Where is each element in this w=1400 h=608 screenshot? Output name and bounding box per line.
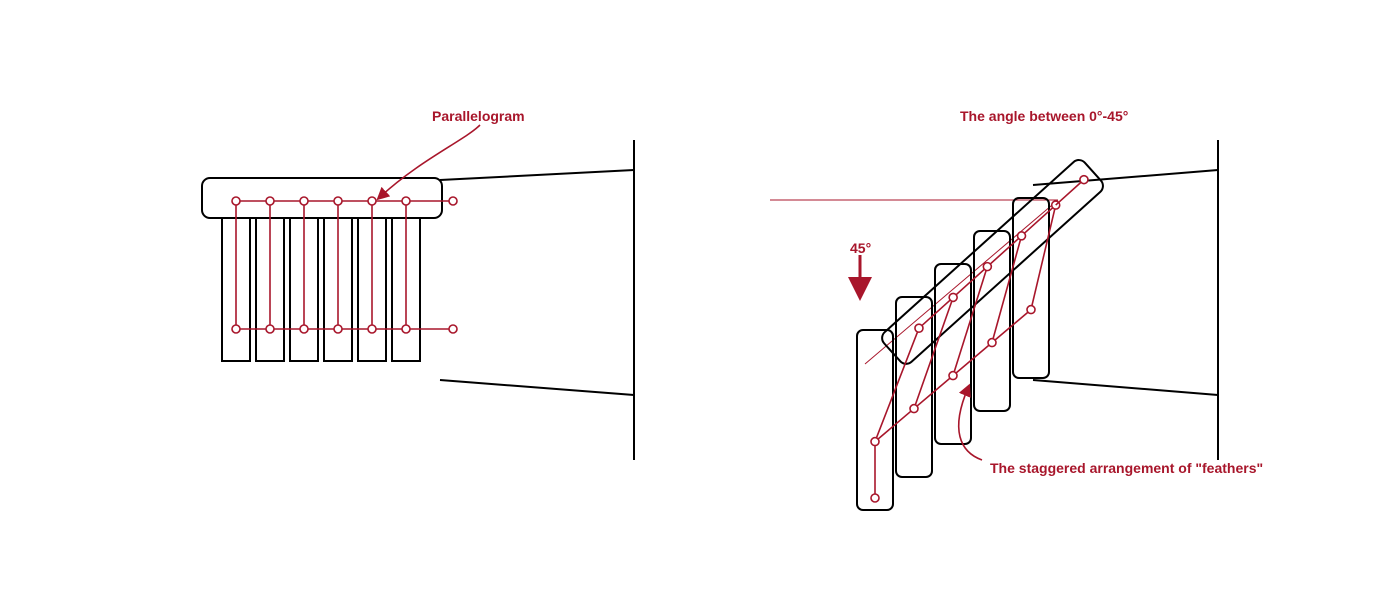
label-parallelogram: Parallelogram [432,108,525,124]
label-45: 45° [850,240,871,256]
left-diagram [202,125,634,460]
label-staggered: The staggered arrangement of "feathers" [990,460,1263,476]
label-angle-range: The angle between 0°-45° [960,108,1128,124]
diagram-canvas [0,0,1400,608]
right-diagram [770,140,1218,510]
